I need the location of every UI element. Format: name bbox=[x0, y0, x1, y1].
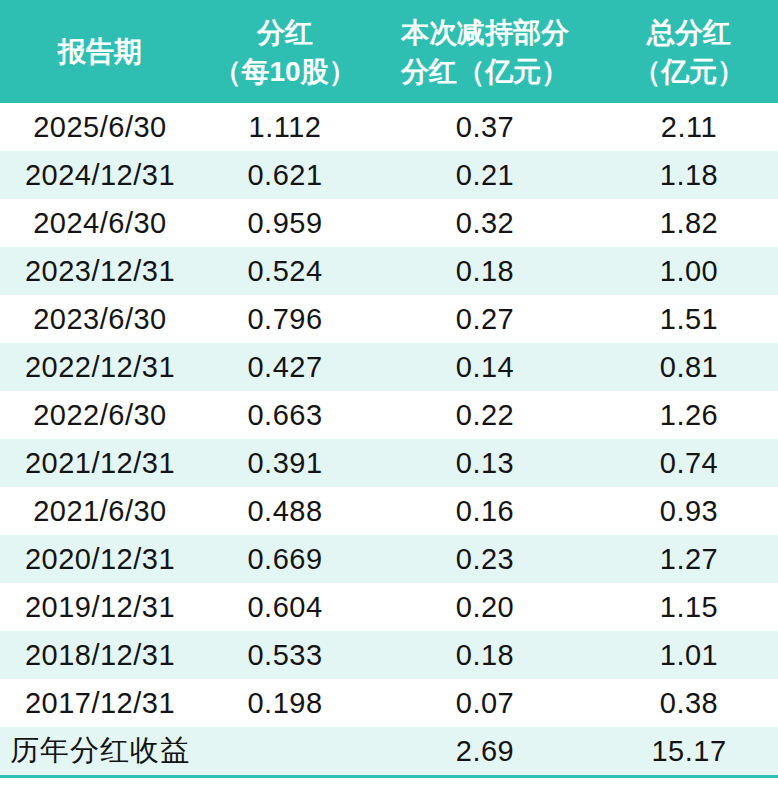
report-period-cell: 2022/12/31 bbox=[0, 343, 200, 391]
total-dividend-cell: 1.82 bbox=[600, 199, 778, 247]
partial-dividend-cell: 0.16 bbox=[370, 487, 600, 535]
total-dividend-cell: 0.38 bbox=[600, 679, 778, 727]
total-dividend-cell: 2.11 bbox=[600, 103, 778, 151]
header-row: 报告期 分红 （每10股） 本次减持部分 分红（亿元） 总分红 （亿元） bbox=[0, 0, 778, 103]
dividend-table: 报告期 分红 （每10股） 本次减持部分 分红（亿元） 总分红 （亿元） 202… bbox=[0, 0, 778, 778]
header-dividend-per-10-shares: 分红 （每10股） bbox=[200, 0, 370, 103]
partial-dividend-cell: 0.13 bbox=[370, 439, 600, 487]
report-period-cell: 2021/6/30 bbox=[0, 487, 200, 535]
dividend-per-10-cell: 0.198 bbox=[200, 679, 370, 727]
partial-dividend-cell: 0.21 bbox=[370, 151, 600, 199]
dividend-per-10-cell: 0.488 bbox=[200, 487, 370, 535]
table-row: 2022/12/310.4270.140.81 bbox=[0, 343, 778, 391]
table-header: 报告期 分红 （每10股） 本次减持部分 分红（亿元） 总分红 （亿元） bbox=[0, 0, 778, 103]
report-period-cell: 2023/6/30 bbox=[0, 295, 200, 343]
dividend-per-10-cell: 0.669 bbox=[200, 535, 370, 583]
report-period-cell: 2024/12/31 bbox=[0, 151, 200, 199]
table-row: 2024/12/310.6210.211.18 bbox=[0, 151, 778, 199]
report-period-cell: 2025/6/30 bbox=[0, 103, 200, 151]
table-row: 2021/6/300.4880.160.93 bbox=[0, 487, 778, 535]
partial-dividend-cell: 0.18 bbox=[370, 631, 600, 679]
dividend-per-10-cell: 0.621 bbox=[200, 151, 370, 199]
table-row: 2017/12/310.1980.070.38 bbox=[0, 679, 778, 727]
header-total-dividend: 总分红 （亿元） bbox=[600, 0, 778, 103]
partial-dividend-cell: 2.69 bbox=[370, 727, 600, 777]
total-dividend-cell: 0.74 bbox=[600, 439, 778, 487]
dividend-per-10-cell: 0.391 bbox=[200, 439, 370, 487]
dividend-per-10-cell: 0.959 bbox=[200, 199, 370, 247]
dividend-per-10-cell: 0.663 bbox=[200, 391, 370, 439]
partial-dividend-cell: 0.07 bbox=[370, 679, 600, 727]
partial-dividend-cell: 0.27 bbox=[370, 295, 600, 343]
partial-dividend-cell: 0.37 bbox=[370, 103, 600, 151]
summary-label: 历年分红收益 bbox=[0, 727, 200, 777]
report-period-cell: 2017/12/31 bbox=[0, 679, 200, 727]
dividend-per-10-cell bbox=[200, 727, 370, 777]
table-row: 2019/12/310.6040.201.15 bbox=[0, 583, 778, 631]
total-dividend-cell: 1.18 bbox=[600, 151, 778, 199]
header-partial-dividend: 本次减持部分 分红（亿元） bbox=[370, 0, 600, 103]
table-row: 2020/12/310.6690.231.27 bbox=[0, 535, 778, 583]
dividend-per-10-cell: 0.604 bbox=[200, 583, 370, 631]
header-report-period: 报告期 bbox=[0, 0, 200, 103]
report-period-cell: 2023/12/31 bbox=[0, 247, 200, 295]
total-dividend-cell: 1.15 bbox=[600, 583, 778, 631]
total-dividend-cell: 1.00 bbox=[600, 247, 778, 295]
total-dividend-cell: 1.01 bbox=[600, 631, 778, 679]
report-period-cell: 2019/12/31 bbox=[0, 583, 200, 631]
partial-dividend-cell: 0.14 bbox=[370, 343, 600, 391]
report-period-cell: 2024/6/30 bbox=[0, 199, 200, 247]
dividend-per-10-cell: 1.112 bbox=[200, 103, 370, 151]
partial-dividend-cell: 0.32 bbox=[370, 199, 600, 247]
table-row: 2022/6/300.6630.221.26 bbox=[0, 391, 778, 439]
partial-dividend-cell: 0.23 bbox=[370, 535, 600, 583]
table-row: 2021/12/310.3910.130.74 bbox=[0, 439, 778, 487]
partial-dividend-cell: 0.20 bbox=[370, 583, 600, 631]
table-row: 2024/6/300.9590.321.82 bbox=[0, 199, 778, 247]
table-row: 2023/12/310.5240.181.00 bbox=[0, 247, 778, 295]
dividend-per-10-cell: 0.533 bbox=[200, 631, 370, 679]
table-body: 2025/6/301.1120.372.112024/12/310.6210.2… bbox=[0, 103, 778, 777]
report-period-cell: 2022/6/30 bbox=[0, 391, 200, 439]
table-row: 2023/6/300.7960.271.51 bbox=[0, 295, 778, 343]
summary-row: 历年分红收益 2.6915.17 bbox=[0, 727, 778, 777]
table-row: 2025/6/301.1120.372.11 bbox=[0, 103, 778, 151]
total-dividend-cell: 1.26 bbox=[600, 391, 778, 439]
report-period-cell: 2021/12/31 bbox=[0, 439, 200, 487]
total-dividend-cell: 0.93 bbox=[600, 487, 778, 535]
report-period-cell: 2018/12/31 bbox=[0, 631, 200, 679]
table-row: 2018/12/310.5330.181.01 bbox=[0, 631, 778, 679]
total-dividend-cell: 1.27 bbox=[600, 535, 778, 583]
dividend-per-10-cell: 0.524 bbox=[200, 247, 370, 295]
dividend-table-container: 报告期 分红 （每10股） 本次减持部分 分红（亿元） 总分红 （亿元） 202… bbox=[0, 0, 778, 778]
dividend-per-10-cell: 0.796 bbox=[200, 295, 370, 343]
dividend-per-10-cell: 0.427 bbox=[200, 343, 370, 391]
report-period-cell: 2020/12/31 bbox=[0, 535, 200, 583]
total-dividend-cell: 1.51 bbox=[600, 295, 778, 343]
partial-dividend-cell: 0.18 bbox=[370, 247, 600, 295]
total-dividend-cell: 0.81 bbox=[600, 343, 778, 391]
partial-dividend-cell: 0.22 bbox=[370, 391, 600, 439]
total-dividend-cell: 15.17 bbox=[600, 727, 778, 777]
